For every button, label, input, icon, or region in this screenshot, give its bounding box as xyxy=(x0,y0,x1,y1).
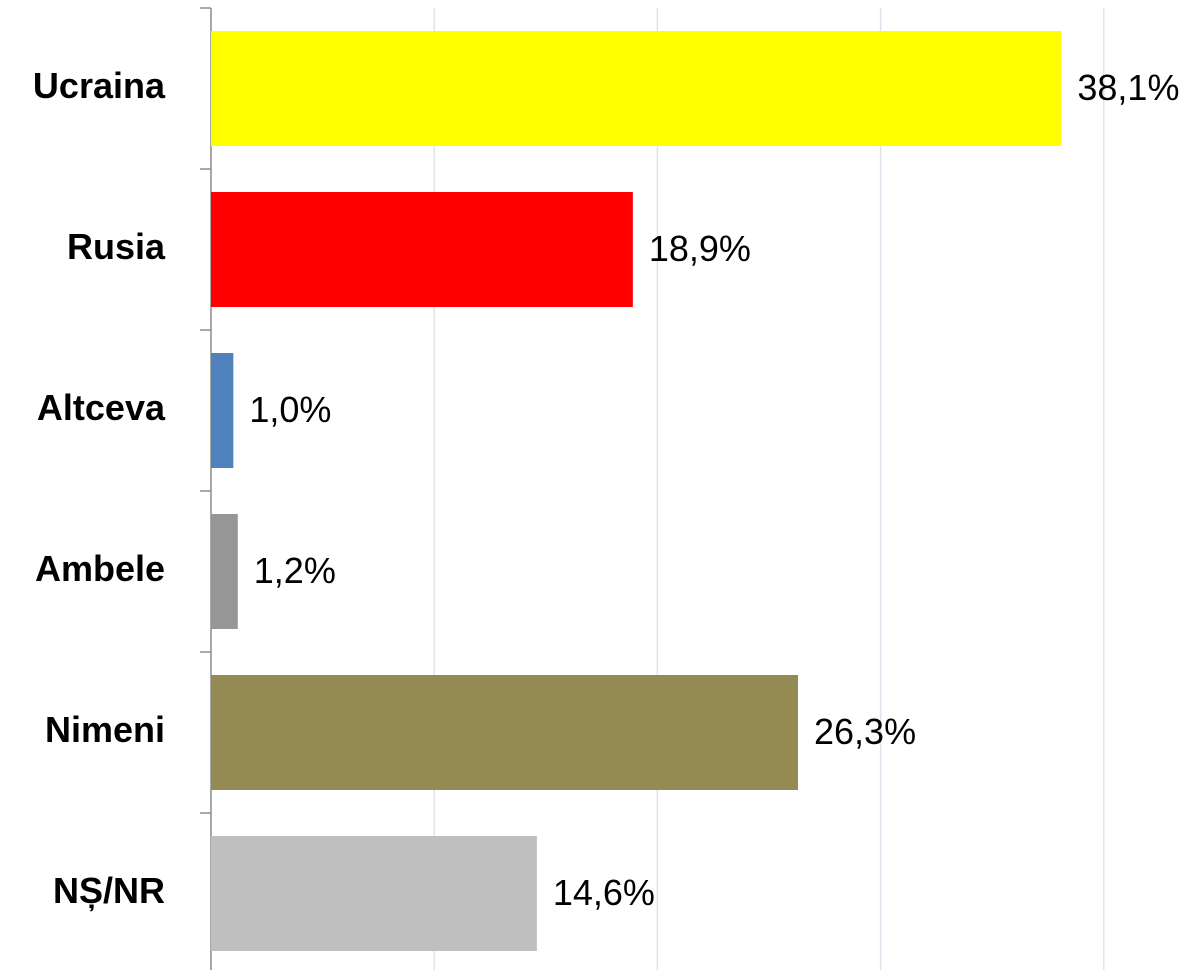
category-label: Altceva xyxy=(37,387,166,428)
bar xyxy=(211,192,633,307)
category-label: Ucraina xyxy=(33,65,166,106)
category-label: Ambele xyxy=(35,548,165,589)
value-label: 38,1% xyxy=(1077,67,1179,108)
value-label: 18,9% xyxy=(649,228,751,269)
bar xyxy=(211,675,799,790)
value-label: 1,0% xyxy=(249,389,331,430)
category-label: Rusia xyxy=(67,226,166,267)
value-label: 26,3% xyxy=(814,711,916,752)
bar xyxy=(211,514,238,629)
category-label: Nimeni xyxy=(45,709,165,750)
bar xyxy=(211,353,234,468)
bar xyxy=(211,31,1062,146)
value-label: 1,2% xyxy=(254,550,336,591)
bar xyxy=(211,836,537,951)
value-label: 14,6% xyxy=(553,872,655,913)
category-label: NȘ/NR xyxy=(53,870,165,911)
